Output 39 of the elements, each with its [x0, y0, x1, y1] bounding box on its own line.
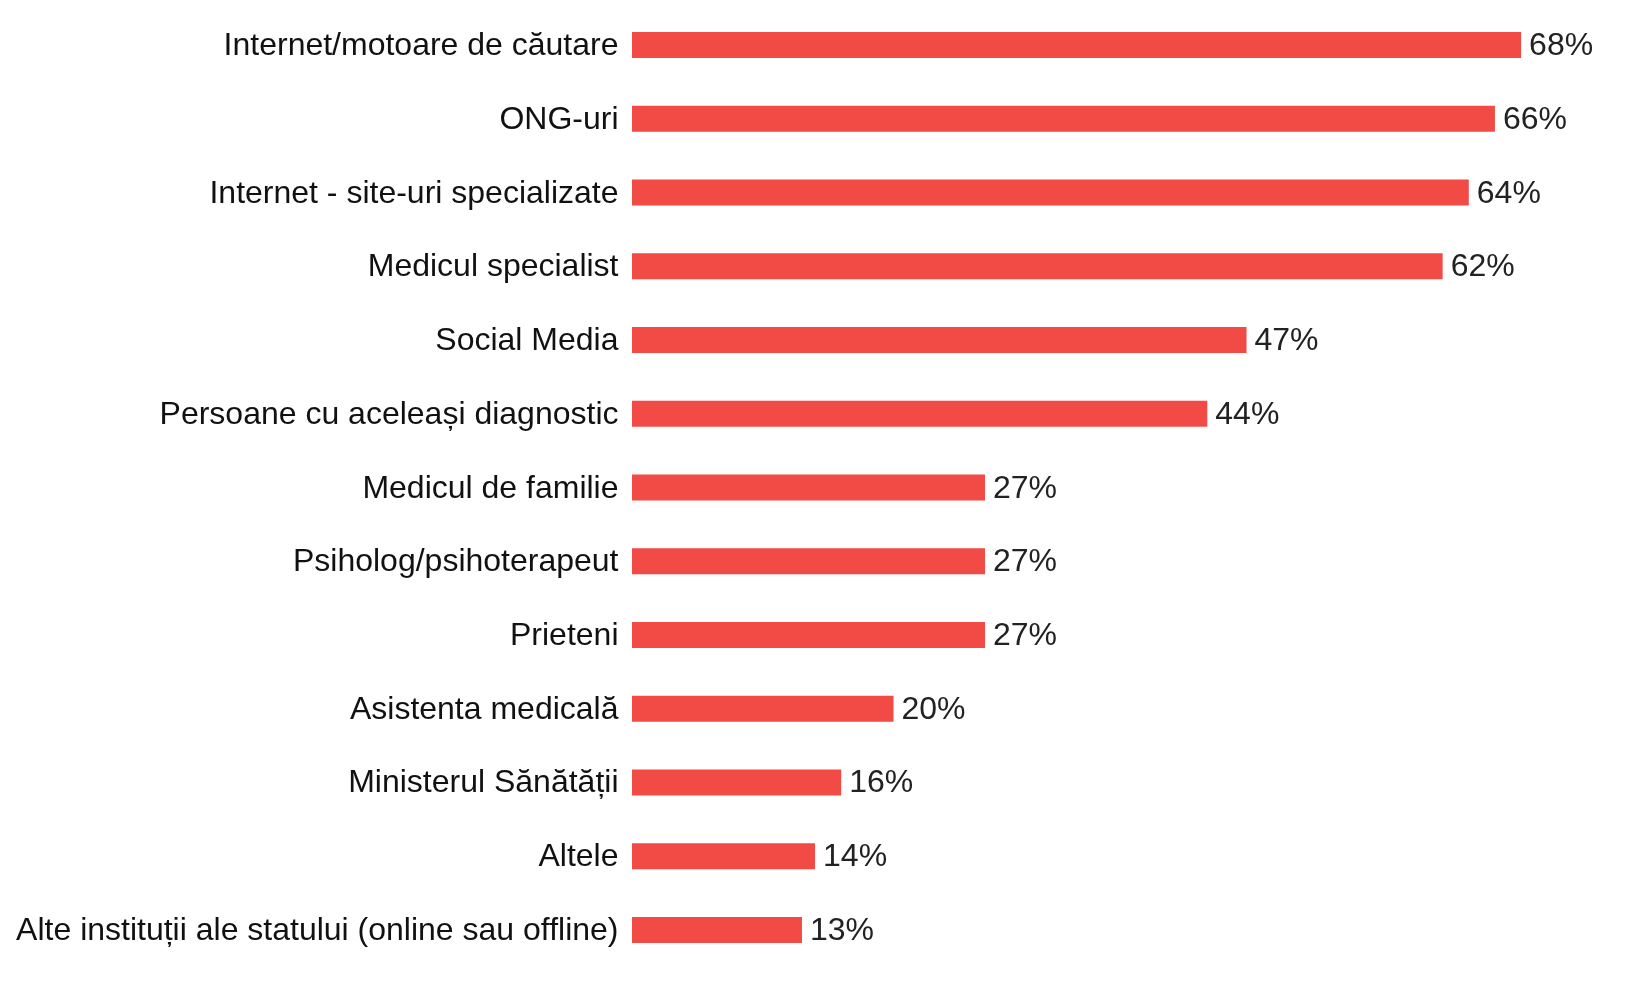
bar: [632, 917, 802, 943]
data-label: 68%: [1529, 26, 1594, 63]
bar: [632, 843, 816, 870]
data-label: 16%: [849, 763, 914, 800]
data-label: 27%: [993, 542, 1058, 579]
y-tick-label: ONG-uri: [499, 99, 619, 136]
data-label: 64%: [1476, 173, 1541, 210]
y-tick-label: Social Media: [435, 321, 619, 358]
bar: [632, 695, 894, 722]
y-tick-label: Altele: [538, 837, 619, 874]
data-label: 62%: [1450, 247, 1515, 284]
y-tick-label: Alte instituții ale statului (online sau offline): [16, 910, 619, 947]
bar: [632, 32, 1522, 58]
data-label: 27%: [993, 615, 1058, 652]
bar: [632, 474, 986, 501]
data-label: 20%: [901, 689, 966, 726]
y-tick-label: Medicul de familie: [362, 468, 619, 505]
data-label: 13%: [809, 910, 875, 947]
y-tick-label: Prieteni: [510, 615, 619, 652]
data-label: 27%: [993, 468, 1058, 505]
bar: [632, 105, 1495, 132]
y-tick-label: Internet - site-uri specializate: [209, 173, 619, 210]
bar: [632, 400, 1208, 427]
data-label: 14%: [823, 837, 888, 874]
data-label: 47%: [1254, 321, 1319, 358]
y-tick-label: Ministerul Sănătății: [348, 763, 619, 800]
bar: [632, 179, 1469, 206]
bar: [632, 622, 986, 648]
y-tick-label: Medicul specialist: [367, 247, 619, 284]
bar: [632, 769, 842, 796]
y-tick-label: Asistenta medicală: [349, 689, 619, 726]
data-label: 44%: [1215, 394, 1280, 431]
bar: [632, 253, 1443, 280]
data-label: 66%: [1502, 99, 1567, 136]
y-tick-label: Persoane cu aceleași diagnostic: [159, 394, 619, 431]
bar: [632, 548, 986, 575]
y-tick-label: Internet/motoare de căutare: [223, 26, 619, 63]
y-tick-label: Psiholog/psihoterapeut: [292, 542, 619, 579]
bar: [632, 327, 1247, 353]
